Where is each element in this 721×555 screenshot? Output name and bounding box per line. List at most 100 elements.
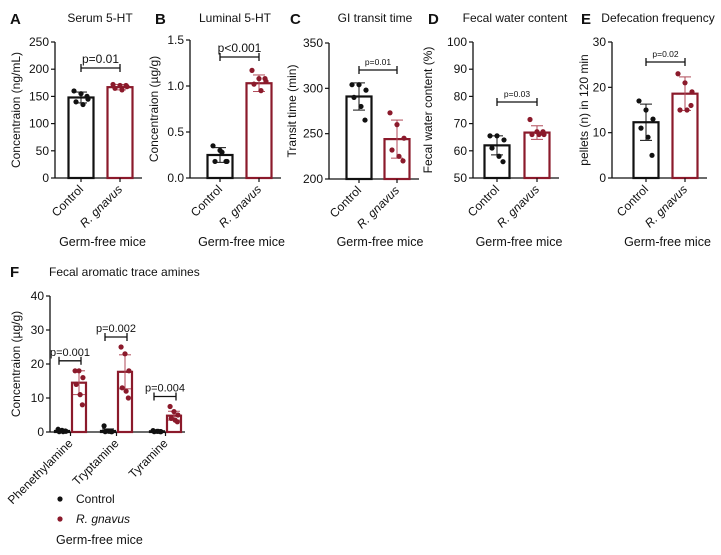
y-tick-label: 0 [42,171,49,185]
panel-title: Fecal water content [463,11,568,25]
y-tick-label: 200 [303,172,323,186]
data-point [157,429,163,435]
data-point [349,82,355,88]
data-point [650,116,656,122]
data-point [73,99,79,105]
data-point [396,153,402,159]
panel-letter: A [10,11,21,28]
y-axis-label: Concentraion (µg/g) [147,56,161,162]
data-point [119,385,125,391]
data-point [76,368,82,374]
x-axis-label: Germ-free mice [476,235,563,249]
x-tick-label: R. gnavus [77,182,125,230]
panel-letter: D [428,11,439,28]
p-value-label: p=0.03 [504,89,531,99]
data-point [262,76,268,82]
y-tick-label: 10 [31,391,45,405]
x-tick-label: Control [188,182,225,219]
y-tick-label: 50 [36,144,50,158]
x-tick-label: R. gnavus [494,182,542,230]
data-point [171,409,177,415]
data-point [351,94,357,100]
y-tick-label: 0.5 [167,125,184,139]
data-point [119,87,125,93]
data-point [256,76,262,82]
p-value-label: p=0.001 [50,347,90,359]
data-point [258,88,264,94]
x-tick-label: Tryptamine [70,436,122,488]
data-point [125,395,131,401]
data-point [494,133,500,139]
bar [245,82,273,180]
y-tick-label: 20 [593,80,607,94]
data-point [496,153,502,159]
x-tick-label: R. gnavus [642,182,690,230]
y-tick-label: 20 [31,357,45,371]
bar [523,131,551,180]
panel-c: C GI transit time Transit time (min) 200 250… [285,11,423,249]
panel-title: Fecal aromatic trace amines [49,265,200,279]
data-point [175,412,181,418]
data-point [71,88,77,94]
y-tick-label: 70 [454,117,468,131]
data-point [638,125,644,131]
data-point [400,158,406,164]
y-tick-label: 0.0 [167,171,184,185]
data-point [151,429,157,435]
y-tick-label: 10 [593,126,607,140]
data-point [487,133,493,139]
panel-letter: B [155,11,166,28]
data-point [102,429,108,435]
data-point [101,423,107,429]
data-point [118,344,124,350]
p-value-label: p=0.01 [82,52,119,66]
data-point [389,147,395,153]
y-tick-label: 1.0 [167,79,184,93]
p-value-label: p<0.001 [218,41,262,55]
data-point [500,159,506,165]
data-point [79,402,85,408]
data-point [77,392,83,398]
data-point [126,368,132,374]
legend-marker [57,516,63,522]
legend-label: R. gnavus [76,512,130,526]
data-point [167,403,173,410]
panel-title: Luminal 5-HT [199,11,272,25]
data-point [122,351,128,357]
x-tick-label: Control [614,182,651,219]
panel-title: Serum 5-HT [67,11,133,25]
data-point [358,103,364,110]
x-axis-label: Germ-free mice [337,235,424,249]
y-tick-label: 250 [29,35,49,49]
y-tick-label: 1.5 [167,33,184,47]
data-point [80,375,86,381]
y-tick-label: 60 [454,144,468,158]
panel-a: A Serum 5-HT Concentraion (ng/mL) 0 50 100 150… [9,11,146,249]
y-tick-label: 300 [303,81,323,95]
y-tick-label: 100 [447,35,467,49]
y-tick-label: 150 [29,89,49,103]
data-point [675,71,681,77]
data-point [219,149,225,155]
data-point [643,107,649,113]
y-axis-label: Transit time (min) [285,65,299,158]
data-point [249,67,255,73]
panel-d: D Fecal water content Fecal water content … [421,11,568,249]
data-point [649,152,655,158]
group-label: Germ-free mice [56,533,143,547]
data-point [394,122,400,128]
panel-title: Defecation frequency [601,11,714,25]
legend-label: Control [76,492,115,506]
x-tick-label: R. gnavus [216,182,264,230]
p-value-label: p=0.002 [96,323,136,335]
data-point [682,80,688,86]
y-axis-label: Concentraion (ng/mL) [9,52,23,168]
data-point [636,98,642,104]
data-point [84,93,90,99]
data-point [401,135,407,141]
panel-letter: E [581,11,591,28]
bar [67,96,95,180]
data-point [356,82,362,88]
data-point [123,388,129,394]
